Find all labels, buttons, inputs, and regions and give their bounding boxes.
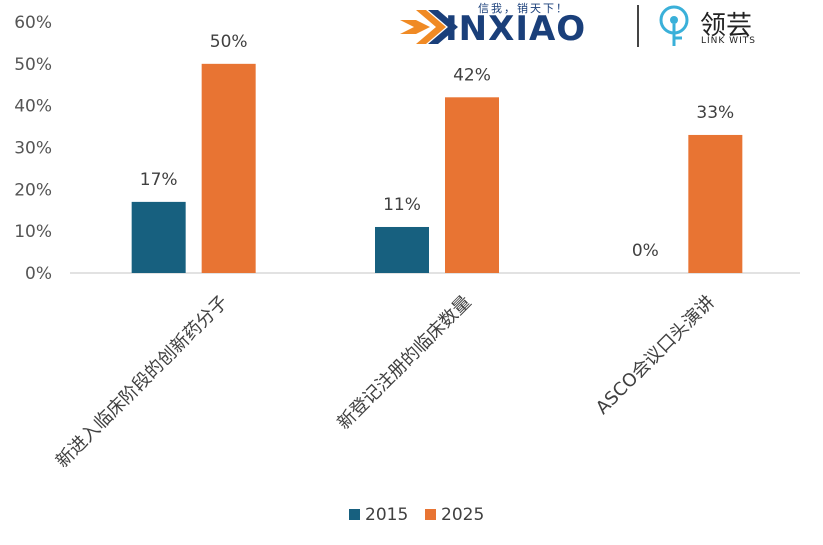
y-tick-label: 40% (14, 97, 52, 117)
legend-label: 2025 (441, 505, 484, 525)
data-label: 50% (210, 32, 248, 52)
data-label: 42% (453, 65, 491, 85)
legend-label: 2015 (365, 505, 408, 525)
bar-2015-1 (375, 226, 429, 273)
xinxiao-logo-icon (400, 10, 458, 44)
y-tick-label: 10% (14, 222, 52, 242)
data-label: 0% (632, 241, 659, 261)
data-label: 11% (383, 195, 421, 215)
y-tick-label: 20% (14, 180, 52, 200)
y-tick-label: 60% (14, 13, 52, 33)
linkwits-logo-subtext: LINK WITS (701, 36, 756, 46)
xinxiao-logo-text: INXIAO (445, 9, 587, 49)
legend-swatch (349, 509, 360, 520)
category-label: 新登记注册的临床数量 (333, 292, 475, 434)
bar-2015-0 (131, 201, 186, 273)
category-label: 新进入临床阶段的创新药分子 (52, 292, 232, 472)
legend-swatch (425, 509, 436, 520)
y-tick-label: 30% (14, 139, 52, 159)
logo-divider (637, 5, 639, 47)
data-label: 33% (696, 103, 734, 123)
category-labels: 新进入临床阶段的创新药分子 新登记注册的临床数量 ASCO会议口头演讲 (52, 292, 719, 472)
y-tick-label: 0% (25, 264, 52, 284)
bar-2025-0 (201, 63, 256, 274)
xinxiao-slogan: 信我，销天下！ (478, 2, 569, 15)
data-label: 17% (140, 170, 178, 190)
linkwits-logo-icon (659, 5, 689, 46)
bar-2025-2 (688, 134, 743, 273)
linkwits-logo-text: 领芸 (700, 11, 753, 41)
legend: 2015 2025 (349, 505, 484, 525)
bars: 17% 50% 11% 42% 0% 33% (131, 32, 743, 274)
y-axis: 0% 10% 20% 30% 40% 50% 60% (14, 13, 52, 284)
bar-2025-1 (445, 97, 499, 273)
category-label: ASCO会议口头演讲 (592, 292, 719, 419)
y-tick-label: 50% (14, 55, 52, 75)
